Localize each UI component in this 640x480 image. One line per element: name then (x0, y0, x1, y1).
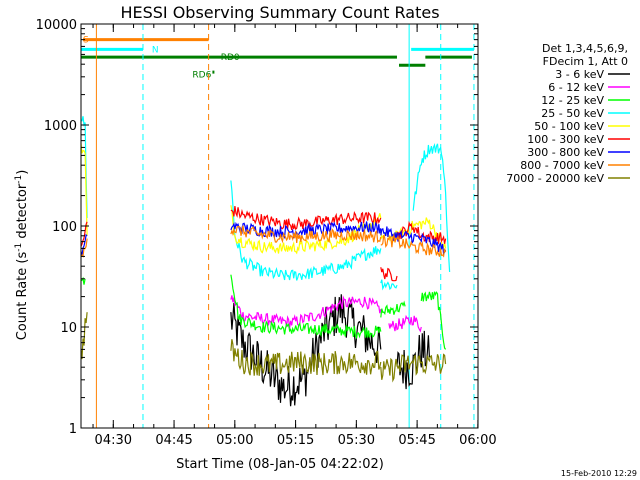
series-line (230, 180, 382, 281)
legend-entry: 100 - 300 keV (527, 133, 604, 146)
x-tick-label: 04:30 (95, 433, 132, 448)
flag-label: RD6 (192, 71, 211, 81)
legend-entry: 12 - 25 keV (541, 94, 604, 107)
y-axis-label-main: Count Rate (s (15, 252, 30, 341)
y-axis-label-end: ) (15, 170, 30, 175)
x-tick-label: 05:30 (338, 433, 375, 448)
x-tick-label: 05:45 (398, 433, 435, 448)
series-lines (80, 116, 451, 407)
flag-label: N (152, 45, 159, 55)
x-axis-label: Start Time (08-Jan-05 04:22:02) (176, 457, 384, 472)
series-line (380, 300, 406, 318)
x-tick-label: 05:15 (277, 433, 314, 448)
series-line (396, 220, 447, 244)
series-line (80, 143, 88, 236)
legend-entry: 6 - 12 keV (548, 81, 604, 94)
legend: Det 1,3,4,5,6,9,FDecim 1, Att 03 - 6 keV… (506, 42, 630, 185)
footer-timestamp: 15-Feb-2010 12:29 (561, 469, 637, 478)
y-axis-label-mid: detector (15, 183, 30, 243)
legend-entry: 7000 - 20000 keV (506, 172, 604, 185)
chart-title: HESSI Observing Summary Count Rates (120, 3, 439, 22)
y-tick-label: 1000 (44, 119, 77, 134)
series-line (380, 226, 447, 257)
x-ticks: 04:30 04:45 05:00 05:15 05:30 05:45 06:00 (92, 24, 497, 448)
legend-entry: 3 - 6 keV (555, 68, 604, 81)
series-line (396, 330, 430, 390)
series-line (230, 274, 382, 340)
y-tick-label: 1 (69, 422, 77, 437)
series-line (380, 233, 447, 258)
series-line (230, 225, 382, 244)
legend-header: Det 1,3,4,5,6,9, (542, 42, 628, 55)
legend-entry: 25 - 50 keV (541, 107, 604, 120)
series-line (230, 206, 382, 231)
legend-entry: 50 - 100 keV (534, 120, 604, 133)
y-axis-label: Count Rate (s-1 detector-1) (14, 170, 30, 341)
x-tick-label: 06:00 (459, 433, 496, 448)
y-tick-label: 10000 (36, 18, 77, 33)
series-line (412, 143, 451, 273)
series-line (380, 353, 447, 383)
y-ticks: 1 10 100 1000 10000 (36, 18, 478, 437)
x-tick-label: 04:45 (155, 433, 192, 448)
series-line (80, 221, 88, 247)
y-axis-label-sup2: -1 (14, 175, 24, 184)
series-line (388, 314, 422, 333)
series-line (380, 267, 398, 282)
x-tick-label: 05:00 (216, 433, 253, 448)
y-axis-label-sup1: -1 (14, 243, 24, 252)
flag-label: S (83, 36, 89, 46)
flag-label: RD0 (221, 53, 240, 63)
y-tick-label: 10 (60, 321, 77, 336)
series-line (230, 295, 382, 329)
legend-header: FDecim 1, Att 0 (543, 55, 628, 68)
series-line (230, 294, 382, 407)
series-line (230, 205, 382, 255)
y-tick-label: 100 (52, 220, 77, 235)
legend-entry: 300 - 800 keV (527, 146, 604, 159)
series-line (420, 291, 447, 350)
flag-bars: S N RD0 RD6 (81, 36, 474, 81)
series-line (80, 312, 88, 360)
legend-entry: 800 - 7000 keV (520, 159, 604, 172)
series-line (380, 279, 398, 291)
flag-marker (212, 70, 215, 74)
series-line (230, 339, 382, 376)
